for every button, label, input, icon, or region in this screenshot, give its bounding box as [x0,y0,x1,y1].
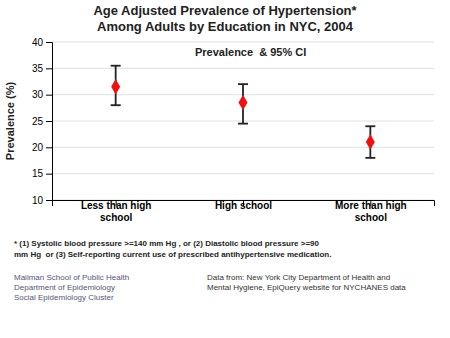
chart: Age Adjusted Prevalence of Hypertension*… [0,0,450,338]
error-cap-upper [238,83,248,85]
tick: More than highschool [335,200,407,223]
tick-mark [46,95,52,96]
tick-label: Less than highschool [81,200,152,223]
source: Department of Epidemiology [14,283,115,292]
tick: 20 [32,142,52,153]
tick-label: High school [215,200,272,211]
tick-label: 30 [32,89,44,100]
tick-mark [46,174,52,175]
errorbar-group [111,66,121,106]
tick-mark [46,121,52,122]
footnote: mm Hg or (3) Self-reporting current use … [14,250,331,259]
grid-line [52,42,434,43]
tick-mark [46,42,52,43]
tick-label: 40 [32,37,44,48]
error-cap-upper [365,125,375,127]
source: Data from: New York City Department of H… [207,273,390,282]
grid [52,42,434,200]
annotation: Prevalence & 95% CI [195,46,306,58]
tick: High school [215,200,272,211]
marker [239,95,248,111]
tick-mark [46,200,52,201]
error-cap-lower [111,104,121,106]
errorbar-group [365,126,375,158]
tick: Less than highschool [81,200,152,223]
error-cap-upper [111,65,121,67]
marks [111,66,376,158]
plot-area: 10 15 20 25 30 35 40 Less than highschool High s… [32,37,435,223]
tick-label: 15 [32,168,44,179]
marker [111,79,120,95]
source: Mental Hygiene, EpiQuery website for NYC… [207,283,406,292]
tick-mark [46,147,52,148]
axis-line [46,43,53,201]
source: Mailman School of Public Health [14,273,129,282]
source: Social Epidemiology Cluster [14,293,114,302]
marker [366,134,375,150]
y-axis-title: Prevalence (%) [4,82,16,161]
y-axis: 10 15 20 25 30 35 40 [32,37,53,206]
error-cap-lower [238,123,248,125]
error-cap-lower [365,157,375,159]
tick: 10 [32,195,52,206]
x-axis: Less than highschool High school More than… [53,200,435,223]
tick-mark [46,68,52,69]
grid-line [52,173,434,174]
tick-label: More than highschool [335,200,407,223]
tick-label: 10 [32,195,44,206]
tick: 40 [32,37,52,48]
tick: 25 [32,116,52,127]
tick-label: 35 [32,63,44,74]
tick-label: 25 [32,116,44,127]
tick: 15 [32,168,52,179]
title: Age Adjusted Prevalence of Hypertension*… [93,3,357,34]
tick: 35 [32,63,52,74]
footnote: * (1) Systolic blood pressure >=140 mm H… [14,239,320,248]
grid-line [52,68,434,69]
errorbar-group [238,84,248,124]
grid-line [52,147,434,148]
tick: 30 [32,89,52,100]
tick-label: 20 [32,142,44,153]
